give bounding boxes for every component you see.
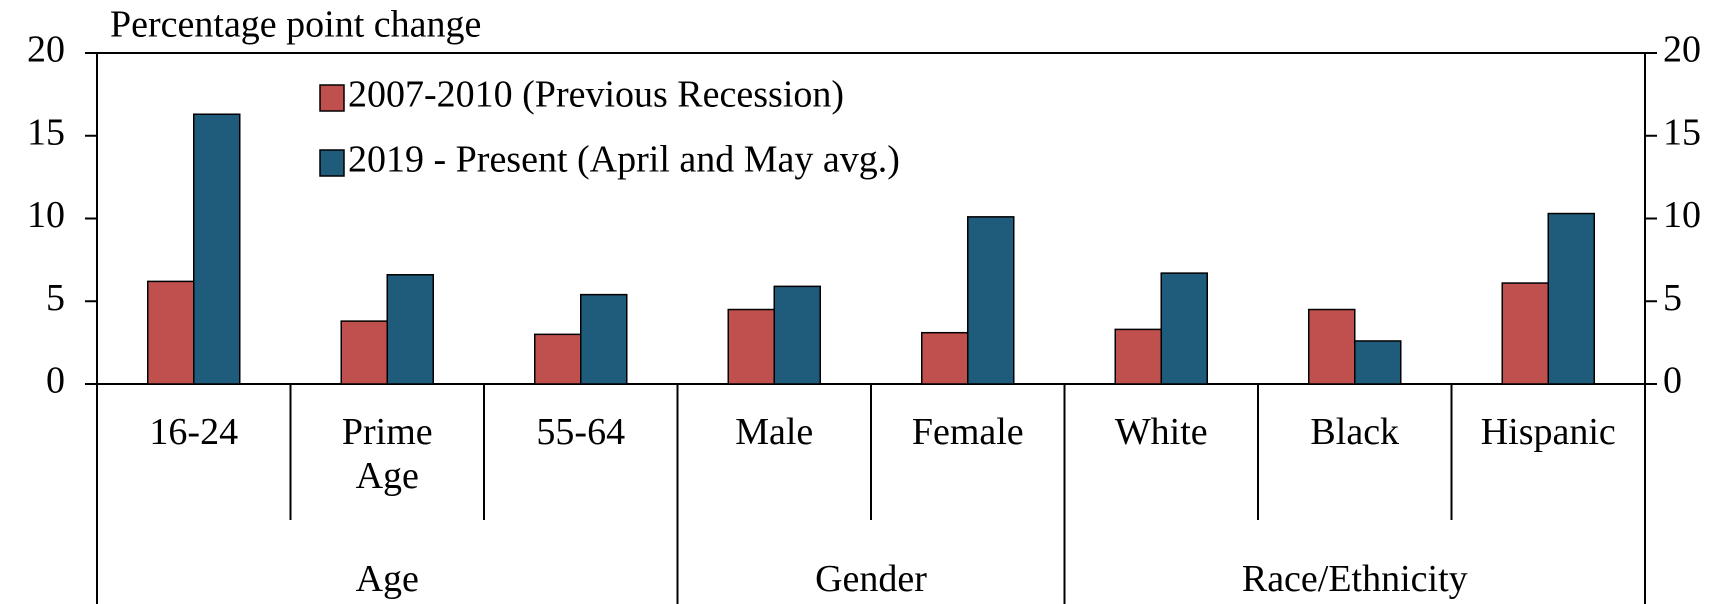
bar <box>773 285 821 385</box>
x-tick-label: Hispanic <box>1452 410 1646 454</box>
x-tick-label: 16-24 <box>97 410 291 454</box>
group-label: Gender <box>815 558 927 600</box>
legend-label: 2007-2010 (Previous Recession) <box>348 74 844 116</box>
bar <box>340 320 388 385</box>
bar <box>386 274 434 385</box>
y-tick-label-right: 20 <box>1663 29 1701 71</box>
bar <box>1501 282 1549 385</box>
x-tick-label-text: Prime Age <box>341 411 433 497</box>
bar <box>534 333 582 385</box>
bar <box>193 113 241 385</box>
x-tick-label-text: Female <box>911 411 1024 453</box>
legend-label: 2019 - Present (April and May avg.) <box>348 139 900 181</box>
y-tick-label-left: 15 <box>27 111 65 153</box>
bar <box>1308 308 1356 385</box>
x-tick-label: Male <box>678 410 872 454</box>
bar <box>967 216 1015 385</box>
x-tick-label-text: Male <box>735 411 814 453</box>
y-tick-label-right: 15 <box>1663 111 1701 153</box>
x-tick-label-text: Hispanic <box>1480 411 1616 453</box>
legend-swatch <box>319 84 345 112</box>
y-tick-label-left: 20 <box>27 29 65 71</box>
bar <box>1547 212 1595 385</box>
bar <box>580 293 628 385</box>
x-tick-label: Black <box>1258 410 1452 454</box>
x-tick-label-text: 16-24 <box>149 411 239 453</box>
y-tick-label-left: 0 <box>46 360 65 402</box>
y-tick-label-right: 10 <box>1663 194 1701 236</box>
bar <box>1160 272 1208 385</box>
bar <box>147 280 195 385</box>
group-label: Age <box>355 558 419 600</box>
group-label: Race/Ethnicity <box>1241 558 1468 600</box>
x-tick-label: Female <box>871 410 1065 454</box>
y-tick-label-right: 5 <box>1663 277 1682 319</box>
x-tick-label: White <box>1065 410 1259 454</box>
x-tick-label: Prime Age <box>291 410 485 498</box>
bar <box>1354 340 1402 385</box>
bar <box>727 308 775 385</box>
x-tick-label-text: White <box>1114 411 1208 453</box>
bar <box>1114 328 1162 385</box>
y-tick-label-left: 10 <box>27 194 65 236</box>
chart-title: Percentage point change <box>110 4 481 46</box>
x-tick-label: 55-64 <box>484 410 678 454</box>
y-tick-label-right: 0 <box>1663 360 1682 402</box>
y-tick-label-left: 5 <box>46 277 65 319</box>
bar <box>921 331 969 385</box>
x-tick-label-text: Black <box>1310 411 1400 453</box>
legend-swatch <box>319 149 345 177</box>
x-tick-label-text: 55-64 <box>536 411 626 453</box>
